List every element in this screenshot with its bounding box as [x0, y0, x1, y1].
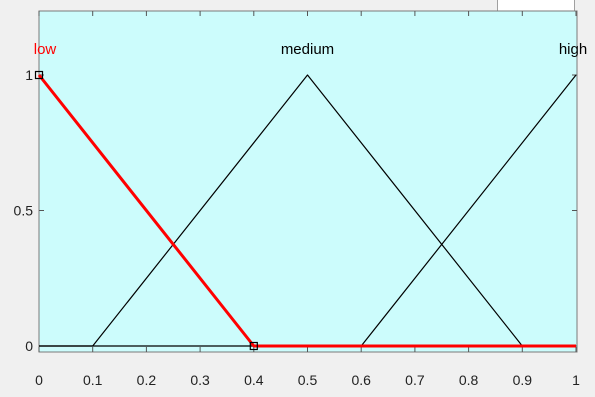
x-tick-label: 0.3 [190, 372, 210, 388]
x-tick-label: 0.4 [244, 372, 264, 388]
x-tick-label: 0 [35, 372, 43, 388]
x-tick-label: 1 [572, 372, 580, 388]
mf-handle-low[interactable] [34, 70, 44, 80]
x-tick-label: 0.1 [83, 372, 103, 388]
y-tick-label: 0 [25, 338, 33, 354]
x-tick-label: 0.8 [459, 372, 479, 388]
mf-label-high[interactable]: high [559, 41, 587, 58]
plot-area[interactable] [38, 10, 578, 353]
x-tick-label: 0.2 [137, 372, 157, 388]
x-axis: 0 0.1 0.2 0.3 0.4 0.5 0.6 0.7 0.8 0.9 1 [35, 11, 580, 388]
series-layer [34, 70, 577, 351]
y-tick-label: 0.5 [14, 203, 34, 219]
x-tick-label: 0.7 [405, 372, 425, 388]
mf-label-low[interactable]: low [34, 41, 57, 58]
x-tick-label: 0.6 [351, 372, 371, 388]
label-layer: low medium high [34, 41, 587, 58]
x-tick-label: 0.5 [298, 372, 318, 388]
y-tick-label: 1 [25, 67, 33, 83]
mf-handle-low[interactable] [249, 341, 258, 351]
mf-label-medium[interactable]: medium [281, 41, 334, 58]
x-tick-label: 0.9 [513, 372, 533, 388]
mf-curve-low[interactable] [37, 74, 576, 348]
y-axis: 00.51 [14, 67, 577, 354]
